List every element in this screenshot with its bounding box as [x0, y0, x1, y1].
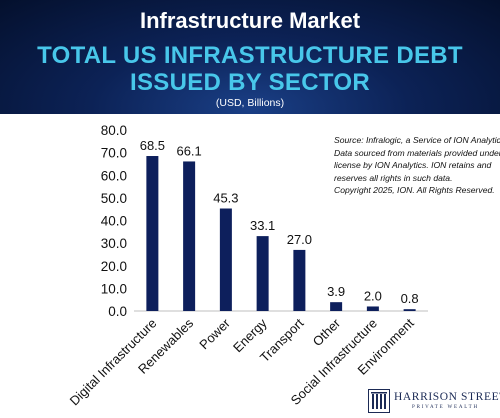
data-label: 0.8	[401, 291, 419, 306]
x-tick-label: Power	[196, 315, 233, 352]
bar	[293, 249, 306, 311]
harrison-street-logo: HARRISON STREET PRIVATE WEALTH	[368, 389, 500, 415]
source-note-line: license by ION Analytics. ION retains an…	[334, 160, 492, 171]
y-tick-label: 60.0	[101, 168, 127, 183]
source-note: Source: Infralogic, a Service of ION Ana…	[334, 134, 500, 197]
header-banner: Infrastructure Market TOTAL US INFRASTRU…	[0, 0, 500, 114]
y-tick-label: 70.0	[101, 146, 127, 161]
source-note-line: Copyright 2025, ION. All Rights Reserved…	[334, 185, 495, 196]
y-tick-label: 50.0	[101, 191, 127, 206]
chart-title: TOTAL US INFRASTRUCTURE DEBT ISSUED BY S…	[0, 42, 500, 96]
y-tick-label: 80.0	[101, 123, 127, 138]
y-tick-label: 20.0	[101, 259, 127, 274]
data-label: 2.0	[364, 288, 382, 303]
data-label: 3.9	[327, 284, 345, 299]
bar	[256, 236, 269, 311]
y-tick-label: 0.0	[108, 304, 127, 319]
header-title: Infrastructure Market	[139, 8, 361, 33]
y-tick-label: 40.0	[101, 214, 127, 229]
chart-title-line-1: TOTAL US INFRASTRUCTURE DEBT	[37, 42, 463, 69]
data-label: 68.5	[140, 138, 165, 153]
bar	[219, 208, 232, 311]
bar	[146, 156, 159, 311]
x-tick-label: Other	[310, 315, 344, 349]
bar	[183, 161, 196, 311]
logo-name: HARRISON STREET	[394, 391, 500, 403]
y-tick-label: 30.0	[101, 236, 127, 251]
bar	[330, 302, 343, 311]
data-label: 33.1	[250, 218, 275, 233]
data-label: 66.1	[176, 143, 201, 158]
source-note-line: Data sourced from materials provided und…	[334, 147, 500, 158]
building-columns-icon	[368, 389, 390, 413]
units-label: (USD, Billions)	[215, 97, 285, 109]
bar	[403, 309, 416, 311]
bar	[366, 306, 379, 311]
bar-chart: 0.010.020.030.040.050.060.070.080.068.5D…	[67, 123, 428, 408]
data-label: 27.0	[287, 232, 312, 247]
y-tick-label: 10.0	[101, 281, 127, 296]
logo-tagline: PRIVATE WEALTH	[412, 405, 479, 410]
chart-title-line-2: ISSUED BY SECTOR	[130, 69, 370, 96]
data-label: 45.3	[213, 191, 238, 206]
source-note-line: reserves all rights in such data.	[334, 172, 453, 183]
source-note-line: Source: Infralogic, a Service of ION Ana…	[334, 135, 500, 145]
